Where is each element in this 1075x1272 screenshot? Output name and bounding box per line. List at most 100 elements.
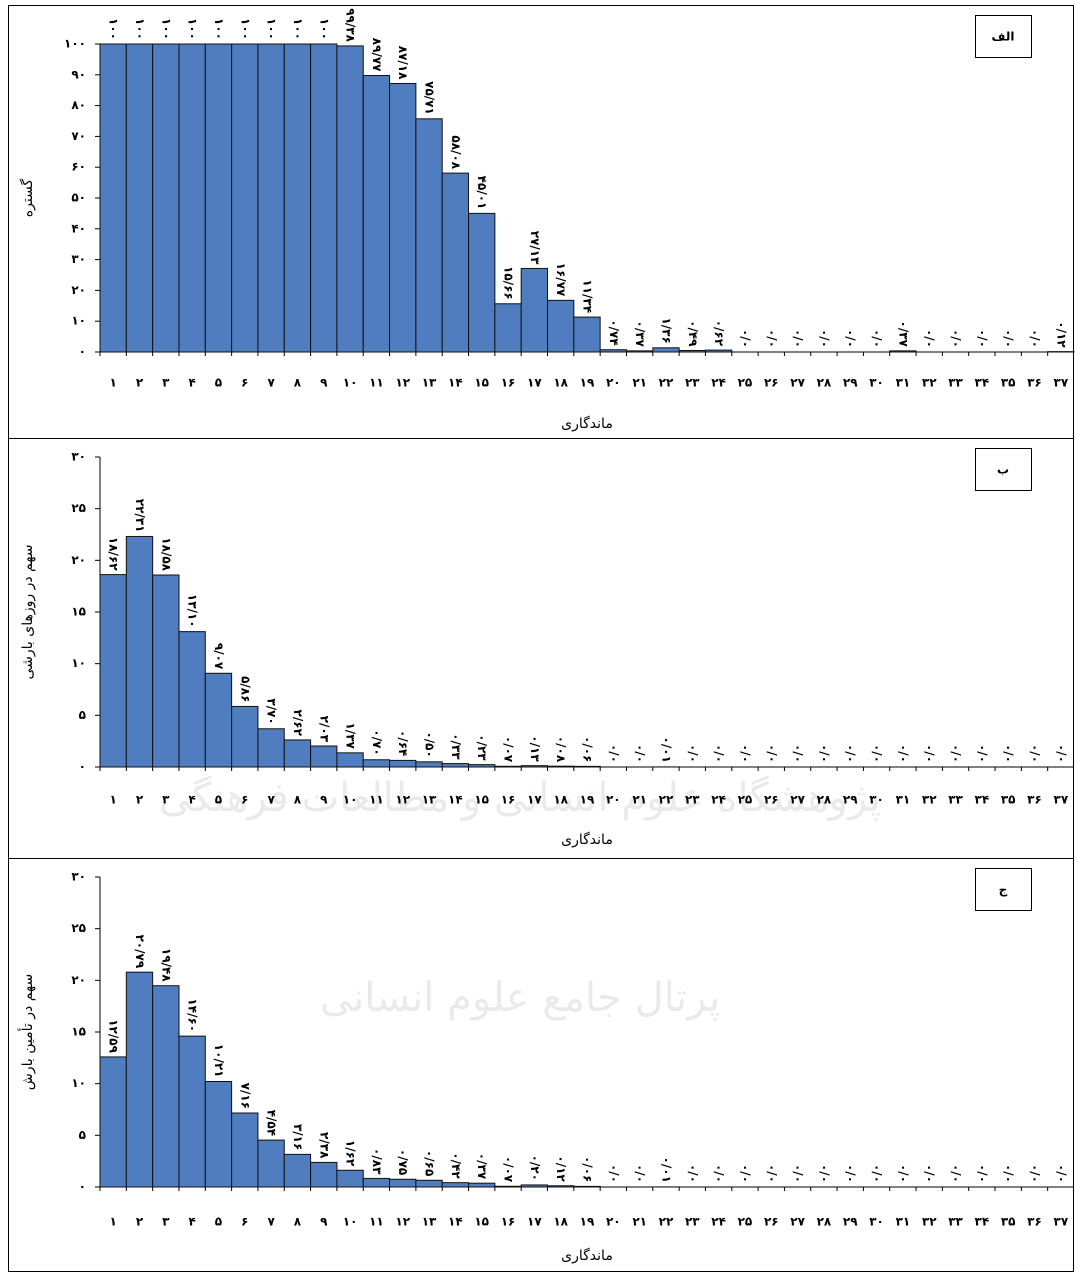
x-tick-label: ۱۰ bbox=[343, 376, 358, 390]
bar bbox=[390, 760, 416, 767]
x-tick-label: ۳ bbox=[162, 793, 170, 807]
value-label: ۰/۰ bbox=[633, 744, 647, 763]
bar bbox=[100, 1057, 126, 1187]
x-tick-label: ۳۶ bbox=[1027, 376, 1042, 390]
value-label: ۲/۰۳ bbox=[317, 716, 331, 743]
bar bbox=[416, 762, 442, 767]
x-tick-label: ۲۹ bbox=[843, 1215, 858, 1229]
y-tick-label: ۸۰ bbox=[71, 98, 86, 112]
value-label: ۱۰/۲۱ bbox=[212, 1044, 226, 1078]
bar bbox=[521, 268, 547, 352]
value-label: ۴/۵۴ bbox=[265, 1110, 279, 1136]
x-tick-label: ۷ bbox=[267, 1215, 275, 1229]
value-label: ۰/۰ bbox=[844, 744, 858, 763]
x-tick-label: ۸ bbox=[294, 793, 302, 807]
x-tick-label: ۱۱ bbox=[369, 1215, 384, 1229]
value-label: ۳/۱۶ bbox=[291, 1124, 305, 1150]
x-tick-label: ۳۱ bbox=[896, 793, 911, 807]
value-label: ۰/۲۰ bbox=[528, 1155, 542, 1181]
y-tick-label: ۱۰ bbox=[71, 1076, 86, 1090]
value-label: ۰/۳۳ bbox=[449, 733, 463, 760]
value-label: ۰/۰۸ bbox=[554, 736, 568, 763]
y-tick-label: ۹۰ bbox=[71, 67, 86, 81]
x-tick-label: ۲۱ bbox=[632, 1215, 647, 1229]
x-tick-label: ۲۲ bbox=[659, 1215, 674, 1229]
value-label: ۰/۰ bbox=[738, 1164, 752, 1183]
bar bbox=[548, 1186, 574, 1187]
x-tick-label: ۷ bbox=[267, 793, 275, 807]
value-label: ۱۰۰ bbox=[265, 18, 279, 40]
x-tick-label: ۱ bbox=[109, 793, 116, 807]
x-tick-label: ۲ bbox=[136, 793, 144, 807]
y-tick-label: ۲۵ bbox=[71, 921, 86, 935]
panel-label: ب bbox=[997, 463, 1009, 477]
x-tick-label: ۲۴ bbox=[711, 1215, 726, 1229]
value-label: ۰/۰ bbox=[1054, 744, 1068, 763]
value-label: ۰/۶۴ bbox=[396, 730, 410, 756]
x-tick-label: ۳۲ bbox=[922, 793, 937, 807]
value-label: ۲/۳۸ bbox=[317, 1132, 331, 1159]
x-tick-label: ۱۹ bbox=[580, 793, 595, 807]
y-tick-label: ۲۰ bbox=[71, 973, 86, 987]
value-label: ۱۰۰ bbox=[291, 18, 305, 40]
x-tick-label: ۳۱ bbox=[896, 376, 911, 390]
bar bbox=[232, 1113, 258, 1187]
value-label: ۱۱/۳۴ bbox=[581, 279, 595, 313]
y-tick-label: ۳۰ bbox=[71, 252, 86, 266]
bar bbox=[258, 729, 284, 767]
bar bbox=[205, 44, 231, 352]
value-label: ۰/۰ bbox=[712, 744, 726, 763]
x-tick-label: ۱۲ bbox=[395, 1215, 410, 1229]
x-tick-label: ۱۷ bbox=[527, 1215, 542, 1229]
value-label: ۰/۰ bbox=[896, 744, 910, 763]
bar bbox=[205, 673, 231, 767]
watermark: پرتال جامع علوم انسانی bbox=[320, 975, 721, 1021]
x-tick-label: ۲۷ bbox=[790, 376, 805, 390]
bar bbox=[495, 304, 521, 352]
panel-label: ج bbox=[999, 883, 1008, 897]
x-tick-label: ۱۱ bbox=[369, 376, 384, 390]
x-tick-label: ۳ bbox=[162, 376, 170, 390]
bar bbox=[679, 350, 705, 352]
y-tick-label: ۱۰ bbox=[71, 656, 86, 670]
y-tick-label: ۱۰۰ bbox=[64, 37, 86, 51]
value-label: ۱۹/۴۸ bbox=[159, 948, 173, 982]
value-label: ۰/۴۲ bbox=[449, 1152, 463, 1179]
bar bbox=[548, 766, 574, 767]
bar bbox=[100, 575, 126, 767]
x-tick-label: ۱۰ bbox=[343, 793, 358, 807]
x-tick-label: ۲۶ bbox=[764, 376, 779, 390]
x-tick-label: ۳۳ bbox=[948, 793, 963, 807]
value-label: ۱/۳۷ bbox=[344, 722, 358, 749]
value-label: ۰/۳۷ bbox=[896, 321, 910, 348]
x-tick-label: ۲۸ bbox=[817, 1215, 832, 1229]
value-label: ۰/۰ bbox=[949, 1164, 963, 1183]
value-label: ۹۹/۳۸ bbox=[344, 8, 358, 42]
bar bbox=[258, 44, 284, 352]
value-label: ۰/۰ bbox=[712, 1164, 726, 1183]
y-tick-label: ۱۵ bbox=[71, 605, 86, 619]
x-tick-label: ۳۶ bbox=[1027, 1215, 1042, 1229]
bar bbox=[442, 764, 468, 767]
x-tick-label: ۱۰ bbox=[343, 1215, 358, 1229]
bar bbox=[363, 760, 389, 767]
x-tick-label: ۲ bbox=[136, 376, 144, 390]
value-label: ۲۲/۳۱ bbox=[133, 499, 147, 533]
x-tick-label: ۳۴ bbox=[975, 1215, 990, 1229]
x-tick-label: ۴ bbox=[188, 376, 195, 390]
x-tick-label: ۲۵ bbox=[738, 376, 753, 390]
x-tick-label: ۲۷ bbox=[790, 1215, 805, 1229]
x-tick-label: ۲۷ bbox=[790, 793, 805, 807]
bar bbox=[442, 1183, 468, 1187]
x-tick-label: ۱۸ bbox=[553, 793, 568, 807]
y-tick-label: ۰ bbox=[79, 1180, 86, 1194]
x-tick-label: ۲۹ bbox=[843, 793, 858, 807]
value-label: ۰/۳۷ bbox=[475, 1153, 489, 1180]
y-tick-label: ۱۵ bbox=[71, 1025, 86, 1039]
x-tick-label: ۲۰ bbox=[606, 376, 621, 390]
y-tick-label: ۳۰ bbox=[71, 450, 86, 464]
x-axis-title: ماندگاری bbox=[561, 831, 613, 848]
bar bbox=[311, 746, 337, 767]
bar bbox=[284, 740, 310, 767]
bar bbox=[521, 766, 547, 767]
